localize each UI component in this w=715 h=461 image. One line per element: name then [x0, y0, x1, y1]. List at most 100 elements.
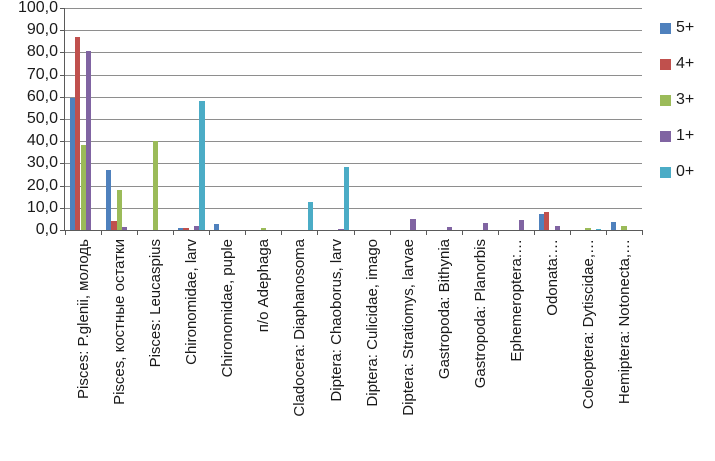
legend-item-5plus: 5+	[660, 19, 695, 36]
bar	[544, 212, 550, 230]
x-category-label-text: Coleoptera: Dytiscidae,…	[579, 239, 597, 410]
x-axis-tick	[209, 230, 210, 235]
y-axis-tick	[60, 97, 65, 98]
bar	[105, 170, 112, 230]
legend-item-0plus: 0+	[660, 163, 695, 180]
gridline	[65, 119, 642, 120]
y-tick-label: 0,0	[35, 221, 58, 238]
legend-label-1plus: 1+	[676, 127, 695, 144]
gridline	[65, 186, 642, 187]
y-tick-label: 50,0	[26, 110, 58, 127]
y-axis-tick	[60, 52, 65, 53]
x-category-label-text: Diptera: Chaoborus, larv	[327, 239, 345, 402]
bar	[85, 51, 92, 230]
x-axis-tick	[173, 230, 174, 235]
x-axis-tick	[390, 230, 391, 235]
x-axis-tick	[65, 230, 66, 235]
x-category-label-text: Pisces: P.glenii, молодь	[75, 239, 92, 399]
bar	[69, 98, 76, 230]
bar	[194, 226, 200, 230]
x-axis-tick	[498, 230, 499, 235]
bar	[260, 228, 267, 230]
bar	[585, 228, 591, 230]
x-category-label-text: Pisces, костные остатки	[111, 239, 129, 405]
legend-swatch-3plus	[660, 94, 671, 106]
bar	[518, 220, 524, 230]
bar	[199, 101, 205, 230]
gridline	[65, 97, 642, 98]
y-axis-tick	[60, 141, 65, 142]
x-category-label-text: Pisces: Leucaspius	[147, 239, 165, 368]
gridline	[65, 163, 642, 164]
legend-label-0plus: 0+	[676, 163, 695, 180]
gridline	[65, 75, 642, 76]
x-category-label-text: Chironomidae, larv	[183, 239, 201, 365]
x-axis-tick	[426, 230, 427, 235]
y-axis-tick	[60, 163, 65, 164]
legend-item-1plus: 1+	[660, 127, 695, 144]
legend-swatch-5plus	[660, 22, 671, 34]
bar	[610, 222, 617, 230]
y-tick-label: 20,0	[26, 177, 58, 194]
x-axis-tick	[534, 230, 535, 235]
x-category-label-text: Ephemeroptera:…	[507, 239, 525, 362]
y-axis-tick	[60, 75, 65, 76]
x-category-label-text: Cladocera: Diaphanosoma	[291, 239, 309, 417]
bar	[596, 229, 602, 230]
x-axis-tick	[570, 230, 571, 235]
legend-item-3plus: 3+	[660, 91, 695, 108]
y-axis-tick	[60, 186, 65, 187]
x-category-label-text: п/о Adephaga	[255, 239, 273, 333]
bar	[111, 221, 117, 230]
x-axis-tick	[137, 230, 138, 235]
bar	[152, 141, 158, 230]
y-axis-tick	[60, 230, 65, 231]
y-tick-label: 10,0	[26, 199, 58, 216]
y-axis-line	[64, 8, 65, 231]
y-tick-label: 80,0	[26, 43, 58, 60]
gridline	[65, 8, 642, 9]
x-category-label-text: Diptera: Stratiomys, larvae	[399, 239, 417, 416]
bar	[80, 145, 86, 230]
gridline	[65, 30, 642, 31]
legend-item-4plus: 4+	[660, 55, 695, 72]
bar	[121, 227, 128, 230]
legend-swatch-4plus	[660, 58, 671, 70]
bar	[446, 227, 452, 230]
legend-label-4plus: 4+	[676, 55, 695, 72]
bar	[410, 219, 416, 230]
x-axis-tick	[606, 230, 607, 235]
y-tick-label: 40,0	[26, 132, 58, 149]
gridline	[65, 208, 642, 209]
x-axis-tick	[101, 230, 102, 235]
legend-label-5plus: 5+	[676, 19, 695, 36]
x-category-label-text: Odonata:…	[543, 239, 561, 316]
x-category-label-text: Gastropoda: Planorbis	[471, 239, 489, 389]
x-axis-tick	[642, 230, 643, 235]
y-tick-label: 90,0	[26, 21, 58, 38]
bar	[178, 228, 184, 230]
y-axis-tick	[60, 119, 65, 120]
gridline	[65, 52, 642, 53]
x-axis-tick	[462, 230, 463, 235]
x-category-label-text: Hemiptera: Notonecta,…	[616, 239, 633, 405]
x-axis-tick	[281, 230, 282, 235]
x-axis-tick	[317, 230, 318, 235]
bar	[538, 214, 544, 230]
bar	[307, 202, 313, 230]
bar	[621, 226, 627, 230]
y-tick-label: 30,0	[26, 154, 58, 171]
x-axis-tick	[245, 230, 246, 235]
bar	[214, 224, 220, 230]
bar	[183, 228, 189, 230]
gridline	[65, 141, 642, 142]
bar	[554, 226, 561, 230]
legend-label-3plus: 3+	[676, 91, 695, 108]
bar	[75, 37, 81, 230]
x-category-label-text: Gastropoda: Bithynia	[435, 239, 453, 380]
legend-swatch-0plus	[660, 166, 671, 178]
bar	[343, 167, 349, 230]
bar	[116, 190, 122, 230]
y-axis-tick	[60, 8, 65, 9]
